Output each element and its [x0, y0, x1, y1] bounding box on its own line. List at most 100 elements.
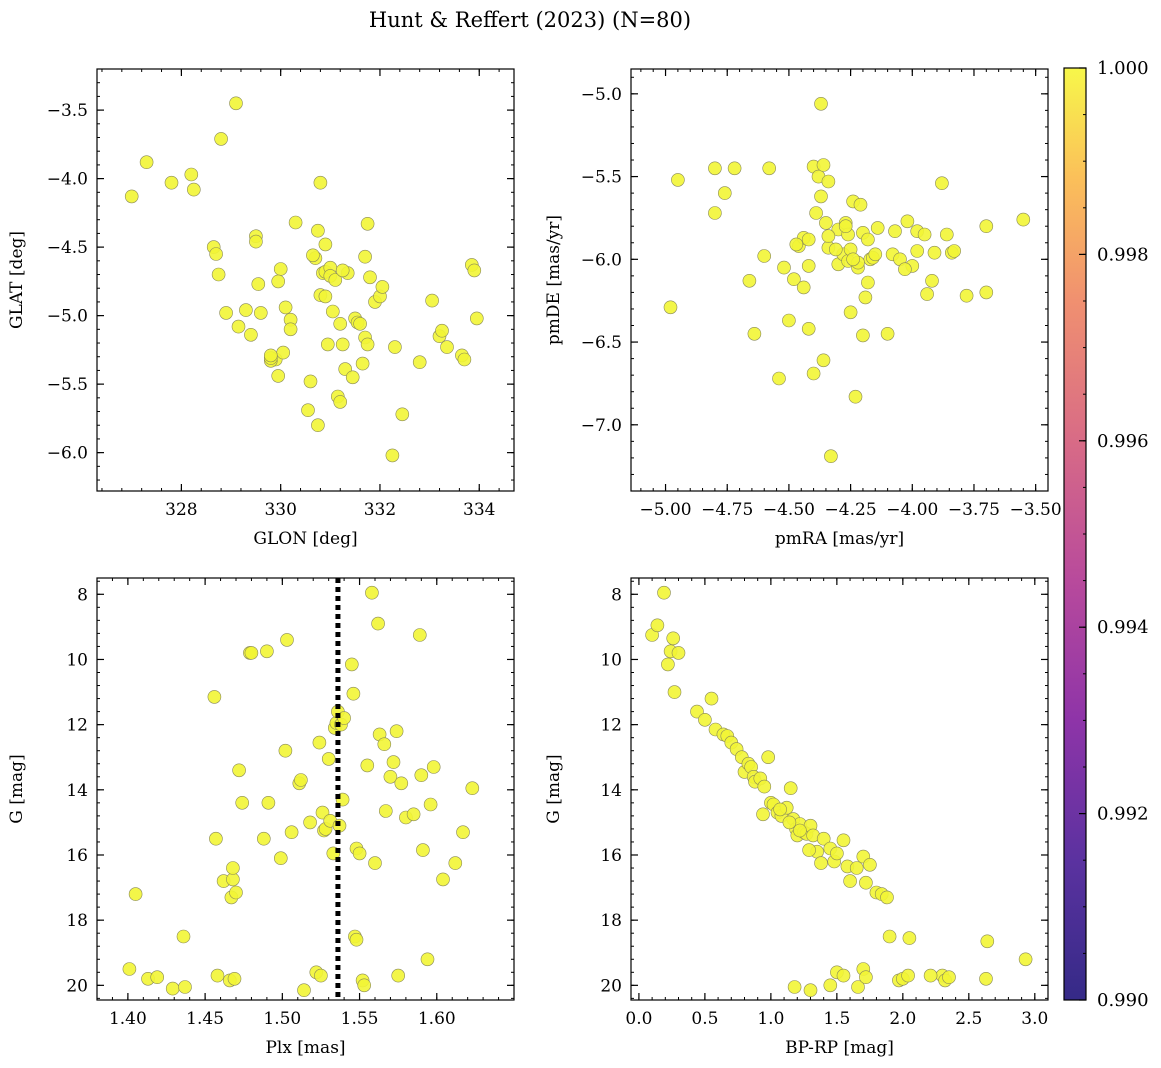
data-point [253, 306, 268, 320]
data-point [856, 328, 870, 343]
data-point [846, 252, 860, 267]
data-point [882, 929, 897, 944]
data-point [853, 197, 868, 212]
data-point [278, 300, 293, 315]
data-point [349, 932, 364, 947]
y-tick-label: 12 [600, 716, 622, 736]
x-tick-label: −4.00 [886, 500, 938, 520]
axes-frame [630, 68, 1049, 492]
data-point [325, 304, 340, 319]
x-tick-label: 332 [364, 500, 396, 520]
data-point [436, 872, 450, 887]
data-point [863, 857, 877, 872]
data-point [280, 633, 294, 647]
data-point [772, 371, 786, 386]
data-point [232, 763, 246, 778]
data-point [412, 628, 427, 642]
data-point [927, 245, 942, 260]
y-tick-label: −3.5 [47, 101, 88, 121]
y-tick-label: −4.0 [47, 170, 88, 190]
data-point [814, 189, 828, 204]
data-point [925, 273, 939, 288]
scatter-series [122, 585, 480, 998]
data-point [796, 280, 811, 295]
scatter-series [124, 96, 484, 463]
data-point [301, 403, 315, 418]
x-tick-label: −4.25 [825, 500, 877, 520]
data-point [708, 161, 722, 176]
panel-bprp-g: 0.0 0.5 1.0 1.5 2.0 2.5 3.0 8 10 12 14 16 18 20 BP-RP … [544, 577, 1049, 1058]
data-point [345, 370, 360, 385]
x-tick-label: 334 [463, 500, 495, 520]
data-point [314, 968, 328, 983]
x-tick-label: 0.0 [625, 1009, 652, 1029]
x-tick-label: 3.0 [1021, 1009, 1048, 1029]
data-point [809, 206, 823, 220]
data-point [782, 815, 797, 830]
x-tick-label: 2.5 [955, 1009, 982, 1029]
data-point [416, 843, 430, 857]
data-point [346, 686, 361, 701]
data-point [335, 263, 350, 278]
data-point [239, 303, 253, 317]
data-point [261, 795, 276, 810]
data-point [747, 326, 762, 341]
data-point [383, 769, 398, 784]
data-point [214, 132, 228, 146]
y-tick-label: 20 [600, 976, 622, 996]
data-point [344, 657, 359, 672]
data-point [320, 337, 335, 352]
data-point [848, 389, 863, 404]
data-point [406, 807, 421, 822]
data-point [870, 221, 885, 235]
data-point [980, 934, 995, 949]
data-point [858, 290, 873, 305]
data-point [838, 219, 853, 233]
data-point [816, 353, 831, 368]
y-tick-label: 8 [611, 585, 622, 605]
data-point [187, 182, 201, 197]
x-tick-label: −5.00 [639, 500, 691, 520]
x-tick-label: −4.50 [763, 500, 815, 520]
data-point [824, 449, 838, 464]
data-point [650, 618, 665, 633]
data-point [935, 176, 949, 190]
data-point [440, 340, 454, 354]
data-point [851, 980, 865, 994]
data-point [365, 585, 379, 600]
data-point [288, 215, 303, 230]
data-point [389, 724, 404, 739]
data-point [830, 846, 844, 861]
data-point [469, 311, 484, 326]
x-tick-label: −3.75 [948, 500, 1000, 520]
data-point [271, 369, 286, 383]
data-point [902, 931, 917, 945]
data-point [793, 823, 807, 838]
data-point [457, 352, 472, 367]
colorbar-tick-label: 0.992 [1097, 804, 1149, 825]
data-point [235, 795, 249, 810]
data-point [456, 825, 470, 840]
data-point [303, 374, 318, 389]
data-point [244, 327, 258, 342]
colorbar-tick-label: 0.996 [1097, 431, 1149, 452]
data-point [209, 247, 223, 261]
data-point [828, 242, 843, 257]
data-point [360, 217, 375, 231]
data-point [939, 227, 954, 242]
data-point [836, 833, 851, 848]
data-point [448, 856, 463, 870]
data-point [276, 345, 291, 360]
data-point [251, 277, 266, 291]
x-axis-label: pmRA [mas/yr] [775, 529, 904, 549]
data-point [333, 316, 348, 331]
data-point [782, 313, 796, 328]
data-point [352, 846, 367, 861]
data-point [861, 275, 875, 290]
data-point [139, 155, 154, 169]
data-point [283, 322, 298, 337]
panel-glon-glat: 328 330 332 334 −3.5 −4.0 −4.5 −5.0 −5.5 −6.0 GLON… [7, 68, 515, 549]
y-tick-label: 12 [66, 716, 88, 736]
data-point [816, 831, 831, 846]
colorbar-tick-label: 0.994 [1097, 617, 1149, 638]
